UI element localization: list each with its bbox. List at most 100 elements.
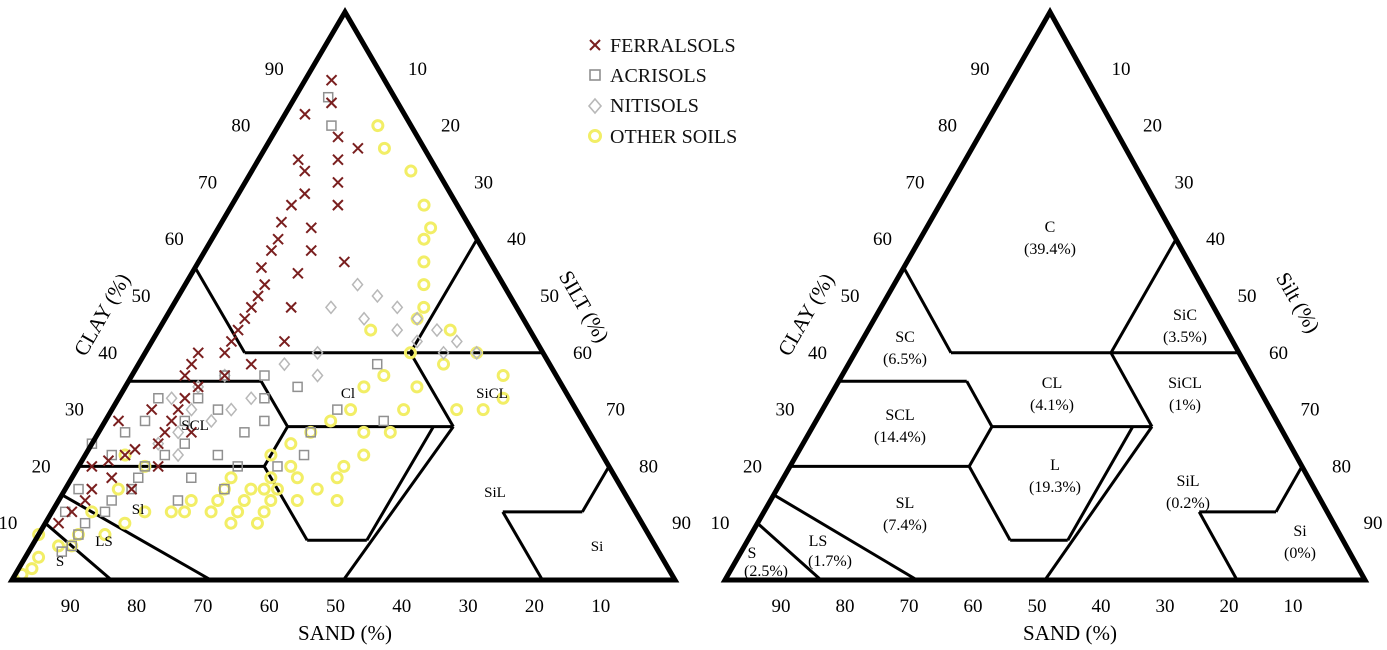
data-point-other-soils [250,516,264,530]
data-point-other-soils [284,437,298,451]
diamond-marker-icon [587,97,603,115]
data-point-nitisols [351,277,364,292]
data-point-other-soils [443,323,457,337]
region-code: Si [1293,523,1307,540]
region-share: (3.5%) [1163,329,1207,346]
data-point-other-soils [417,198,431,212]
left-region-label: S [56,554,64,570]
right-clay-axis-label: CLAY (%) [773,269,839,360]
region-boundary-line [259,380,289,428]
data-point-ferralsols [299,165,311,177]
data-point-ferralsols [252,290,264,302]
data-point-other-soils [290,493,304,507]
left-region-label: SCL [181,418,209,434]
right-silt-axis-label: Silt (%) [1271,268,1325,337]
data-point-other-soils [257,505,271,519]
left-sand-ticks: 90 80 70 60 50 40 30 20 10 [61,596,610,617]
data-point-ferralsols [159,426,171,439]
left-triangle-frame [7,7,680,583]
data-point-acrisols [79,517,91,529]
data-point-acrisols [186,472,197,484]
data-point-ferralsols [165,415,178,427]
data-point-other-soils [138,505,152,519]
data-point-ferralsols [338,256,351,268]
left-clay-tick: 10 [0,513,17,534]
data-point-other-soils [217,482,231,496]
right-silt-tick: 20 [1143,116,1162,137]
region-boundary-line [1109,352,1154,428]
data-point-acrisols [139,415,151,427]
data-point-ferralsols [325,74,338,86]
data-point-acrisols [298,449,310,461]
data-point-ferralsols [185,358,198,370]
left-sand-tick: 30 [459,596,478,617]
left-silt-tick: 30 [474,172,493,193]
data-point-nitisols [205,413,218,429]
right-clay-tick: 80 [938,116,957,137]
data-point-other-soils [118,516,132,530]
left-region-label: SiCL [476,386,508,402]
region-code: CL [1042,375,1062,392]
data-point-ferralsols [272,233,284,245]
data-point-other-soils [417,300,431,314]
left-silt-tick: 90 [672,513,691,534]
data-point-nitisols [278,356,291,372]
region-boundary-line [581,465,611,513]
right-clay-tick: 10 [711,513,730,534]
data-point-other-soils [377,141,391,155]
region-code: S [748,545,757,562]
left-clay-tick: 80 [231,116,250,137]
region-boundary-line [1066,425,1135,541]
data-point-other-soils [357,380,371,394]
data-point-other-soils [330,493,344,507]
right-clay-tick: 50 [841,286,860,307]
region-share: (1%) [1169,397,1201,414]
data-point-ferralsols [305,244,317,257]
region-boundary-line [501,511,544,581]
data-point-ferralsols [332,176,344,189]
data-point-ferralsols [232,324,244,336]
data-point-nitisols [411,311,424,326]
data-point-ferralsols [245,358,257,370]
data-point-nitisols [470,345,483,360]
data-point-nitisols [165,391,178,406]
right-silt-ticks: 10 20 30 40 50 60 70 80 90 [1112,59,1383,534]
left-silt-ticks: 10 20 30 40 50 60 70 80 90 [408,59,691,534]
data-point-other-soils [397,403,411,417]
right-texture-triangle: 10 20 30 40 50 60 70 80 90 10 20 30 40 5… [711,6,1383,645]
right-sand-tick: 60 [964,596,983,617]
right-silt-tick: 10 [1112,59,1131,80]
data-point-other-soils [357,425,371,439]
data-point-ferralsols [218,369,231,382]
legend-label: OTHER SOILS [610,126,737,148]
left-clay-tick: 70 [198,172,217,193]
data-point-acrisols [153,392,164,404]
data-point-acrisols [322,91,334,103]
data-point-other-soils [496,369,510,383]
right-silt-tick: 40 [1206,229,1225,250]
data-point-other-soils [264,493,278,507]
region-share: (4.1%) [1030,397,1074,414]
data-point-other-soils [364,323,378,337]
left-sand-tick: 90 [61,596,80,617]
region-code: L [1050,457,1060,474]
right-silt-tick: 90 [1364,513,1383,534]
data-point-other-soils [25,562,39,576]
data-point-ferralsols [325,97,338,109]
data-point-other-soils [224,516,238,530]
data-point-ferralsols [52,517,65,529]
data-point-other-soils [304,425,318,439]
data-point-acrisols [132,472,144,484]
left-sand-tick: 70 [193,596,212,617]
data-point-acrisols [73,483,84,495]
data-point-acrisols [179,438,190,449]
right-clay-tick: 60 [873,229,892,250]
left-region-labels: Cl SCL SiCL SiL Si Sl LS S [56,386,603,570]
data-point-other-soils [417,255,431,269]
region-share: (0.2%) [1166,495,1210,512]
left-region-label: Cl [341,386,355,402]
data-point-ferralsols [112,415,125,427]
legend-label: ACRISOLS [610,65,707,87]
region-code: SC [895,329,915,346]
